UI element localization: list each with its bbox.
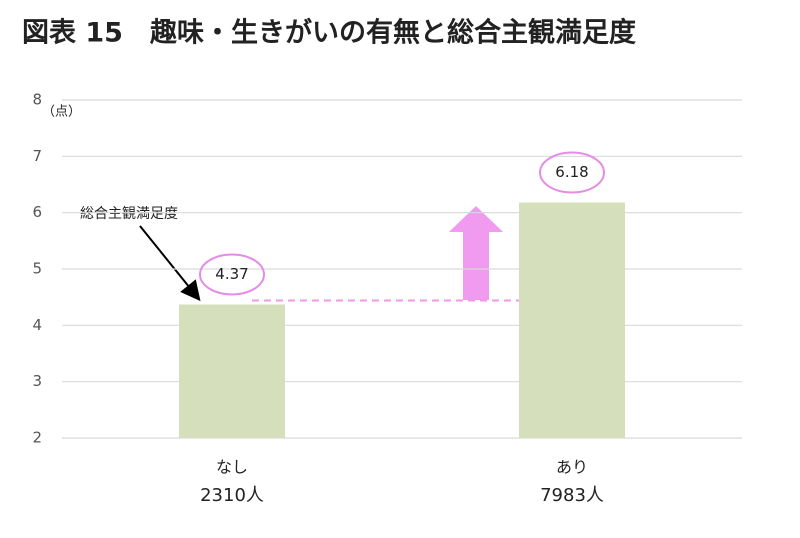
annotation: 総合主観満足度	[80, 205, 178, 222]
y-tick-label: 6	[32, 203, 42, 221]
y-tick-label: 2	[32, 429, 42, 447]
x-tick-label: あり	[556, 458, 588, 477]
y-tick-label: 4	[32, 316, 42, 334]
y-tick-label: 3	[32, 372, 42, 390]
category-count: 7983人	[540, 485, 604, 506]
increase-arrow	[449, 206, 503, 300]
label-ring	[539, 151, 605, 194]
label-ring	[199, 253, 265, 296]
y-unit: （点）	[42, 105, 81, 120]
annotation-arrow	[139, 225, 201, 302]
y-tick-label: 8	[32, 91, 42, 109]
y-tick-label: 7	[32, 147, 42, 165]
chart-title: 図表 15 趣味・生きがいの有無と総合主観満足度	[22, 17, 636, 49]
bar	[179, 304, 285, 438]
y-tick-label: 5	[32, 260, 42, 278]
x-tick-label: なし	[216, 458, 248, 477]
value-label: 4.37	[215, 265, 248, 283]
bar	[519, 202, 625, 438]
category-count: 2310人	[200, 485, 264, 506]
value-label: 6.18	[555, 163, 588, 181]
